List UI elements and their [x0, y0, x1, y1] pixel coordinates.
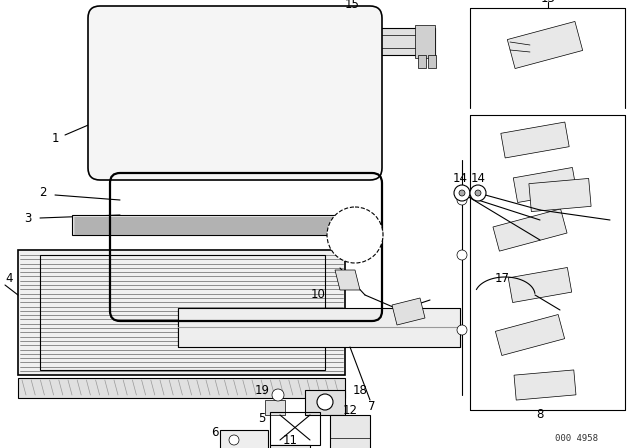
Circle shape [317, 394, 333, 410]
Polygon shape [428, 55, 436, 68]
Text: 19: 19 [255, 383, 269, 396]
Text: 7: 7 [368, 400, 376, 413]
Circle shape [459, 190, 465, 196]
Polygon shape [508, 22, 582, 69]
Polygon shape [418, 55, 426, 68]
Text: 16: 16 [328, 228, 342, 241]
Polygon shape [495, 314, 564, 355]
Polygon shape [508, 267, 572, 302]
Text: 17: 17 [495, 271, 509, 284]
Text: 11: 11 [282, 434, 298, 447]
Text: 000 4958: 000 4958 [555, 434, 598, 443]
FancyBboxPatch shape [88, 6, 382, 180]
Polygon shape [330, 25, 350, 58]
Text: 8: 8 [536, 409, 544, 422]
Polygon shape [513, 168, 577, 202]
Text: 18: 18 [353, 383, 367, 396]
Circle shape [454, 185, 470, 201]
Text: 3: 3 [24, 211, 32, 224]
Text: 14: 14 [452, 172, 467, 185]
Polygon shape [335, 55, 343, 68]
Polygon shape [18, 250, 345, 375]
Polygon shape [392, 298, 425, 325]
Text: 14: 14 [470, 172, 486, 185]
Polygon shape [72, 215, 372, 235]
Text: 12: 12 [342, 404, 358, 417]
Circle shape [229, 435, 239, 445]
Polygon shape [330, 415, 370, 448]
Polygon shape [305, 390, 345, 415]
Polygon shape [493, 209, 567, 251]
Polygon shape [415, 25, 435, 58]
Polygon shape [330, 28, 435, 55]
Polygon shape [178, 308, 460, 347]
Polygon shape [514, 370, 576, 400]
Text: 15: 15 [344, 0, 360, 10]
Text: 6: 6 [211, 426, 219, 439]
Circle shape [457, 195, 467, 205]
Text: 2: 2 [39, 185, 47, 198]
Circle shape [475, 190, 481, 196]
Circle shape [327, 207, 383, 263]
Circle shape [272, 389, 284, 401]
Bar [220, 430, 268, 448]
Text: 4: 4 [5, 271, 13, 284]
Text: 1: 1 [51, 132, 59, 145]
Polygon shape [501, 122, 569, 158]
Polygon shape [18, 378, 345, 398]
Polygon shape [344, 220, 366, 250]
Circle shape [457, 325, 467, 335]
Text: 10: 10 [310, 289, 325, 302]
Polygon shape [265, 400, 285, 415]
Text: 5: 5 [259, 412, 266, 425]
Text: 13: 13 [541, 0, 556, 4]
Polygon shape [270, 445, 310, 448]
Polygon shape [529, 178, 591, 211]
Circle shape [470, 185, 486, 201]
Circle shape [457, 250, 467, 260]
Polygon shape [345, 55, 353, 68]
Polygon shape [335, 270, 360, 290]
